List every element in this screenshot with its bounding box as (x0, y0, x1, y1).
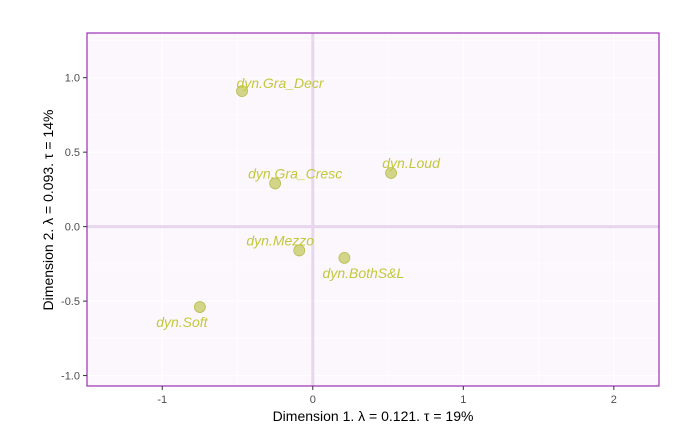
point-label: dyn.Mezzo (246, 232, 314, 248)
plot-panel (87, 33, 659, 386)
plot-panel-border (86, 32, 660, 387)
point-label: dyn.Loud (382, 155, 441, 171)
y-tick-label: 0.5 (65, 147, 80, 159)
data-point (269, 177, 282, 190)
x-tick-label: 2 (611, 394, 617, 406)
point-label: dyn.Soft (156, 314, 208, 330)
point-label: dyn.Gra_Decr (236, 75, 324, 91)
x-tick-label: 1 (460, 394, 466, 406)
data-point (293, 244, 306, 257)
y-axis-ticks: -1.0 -0.5 0.0 0.5 1.0 (61, 73, 87, 383)
y-tick-label: 0.0 (65, 222, 80, 234)
y-tick-label: -0.5 (61, 296, 80, 308)
y-tick-label: -1.0 (61, 371, 80, 383)
x-tick-label: 0 (310, 394, 316, 406)
y-axis-title: Dimension 2. λ = 0.093. τ = 14% (40, 110, 56, 311)
x-axis-ticks: -1 0 1 2 (157, 386, 617, 406)
point-label: dyn.BothS&L (323, 265, 405, 281)
data-points (193, 85, 397, 313)
point-label: dyn.Gra_Cresc (248, 165, 342, 181)
zero-lines (87, 33, 659, 386)
x-axis-title: Dimension 1. λ = 0.121. τ = 19% (273, 408, 474, 424)
data-point (338, 252, 351, 264)
data-point (236, 85, 248, 97)
point-labels: dyn.Gra_Decr dyn.Gra_Cresc dyn.Loud dyn.Mez… (156, 75, 441, 330)
data-point (385, 167, 397, 179)
y-tick-label: 1.0 (65, 73, 80, 85)
x-tick-label: -1 (157, 394, 167, 406)
data-point (193, 301, 206, 313)
